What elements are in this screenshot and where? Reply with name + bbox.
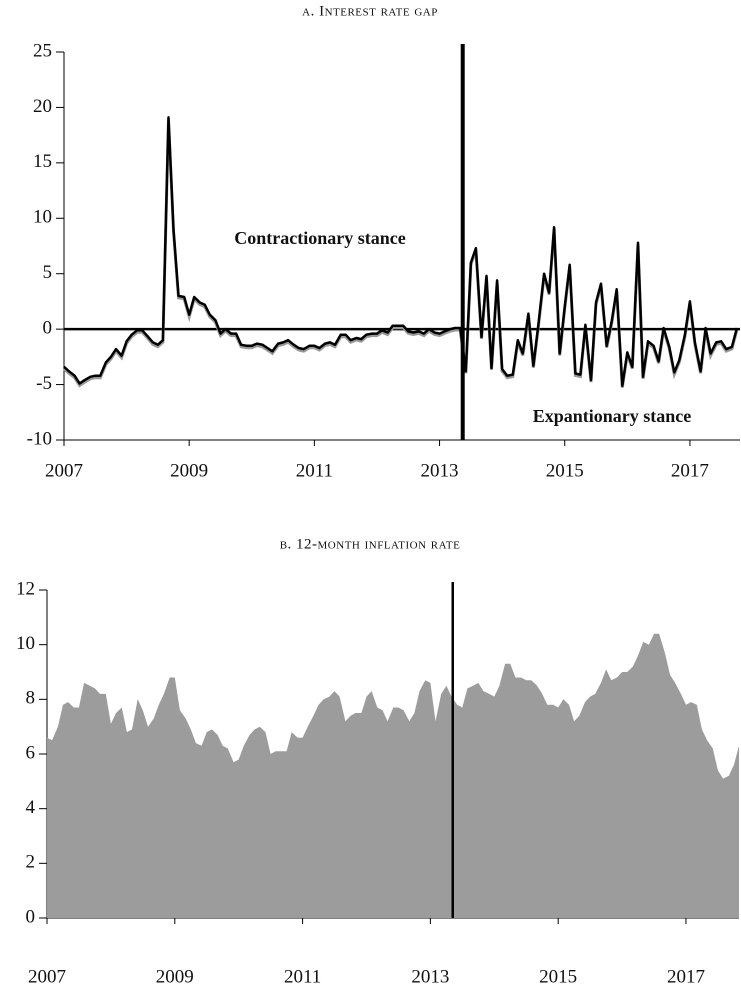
x-tick-label: 2013: [411, 966, 449, 987]
y-tick-label: 2: [26, 852, 36, 873]
y-tick-label: 20: [33, 96, 52, 117]
chart-title: a. Interest rate gap: [302, 3, 438, 19]
x-tick-label: 2007: [28, 966, 66, 987]
y-tick-label: 0: [43, 318, 53, 339]
y-tick-label: 6: [26, 742, 36, 763]
annotation: Contractionary stance: [234, 228, 405, 248]
y-tick-label: 0: [26, 906, 36, 927]
y-tick-label: 12: [16, 578, 35, 599]
x-tick-label: 2009: [170, 460, 208, 481]
x-tick-label: 2011: [296, 460, 333, 481]
x-tick-label: 2011: [284, 966, 321, 987]
y-tick-label: -5: [36, 373, 52, 394]
y-tick-label: 15: [33, 151, 52, 172]
annotation: Expantionary stance: [533, 406, 692, 426]
chart-title: b. 12-month inflation rate: [280, 536, 461, 552]
y-tick-label: 25: [33, 40, 52, 61]
x-tick-label: 2015: [539, 966, 577, 987]
area: [47, 633, 739, 918]
x-tick-label: 2013: [421, 460, 459, 481]
x-tick-label: 2009: [156, 966, 194, 987]
x-tick-label: 2017: [671, 460, 709, 481]
y-tick-label: 4: [26, 797, 36, 818]
x-tick-label: 2007: [45, 460, 83, 481]
y-tick-label: 8: [26, 688, 36, 709]
y-tick-label: 10: [16, 633, 35, 654]
x-tick-label: 2015: [546, 460, 584, 481]
y-tick-label: -10: [27, 428, 52, 449]
line: [63, 116, 739, 387]
y-tick-label: 10: [33, 207, 52, 228]
x-tick-label: 2017: [667, 966, 705, 987]
y-tick-label: 5: [43, 262, 53, 283]
